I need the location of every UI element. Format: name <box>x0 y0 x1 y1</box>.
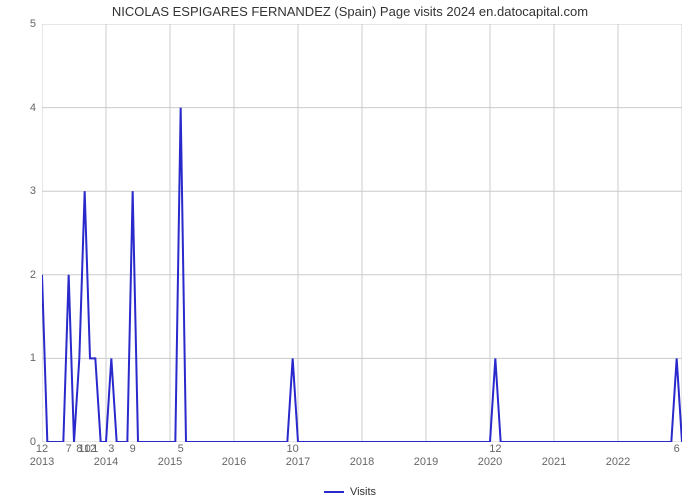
peak-label: 5 <box>178 443 184 455</box>
y-tick-label: 4 <box>6 102 36 114</box>
x-tick-label: 2021 <box>542 456 566 468</box>
x-tick-label: 2016 <box>222 456 246 468</box>
peak-label: 9 <box>130 443 136 455</box>
peak-label: 7 <box>66 443 72 455</box>
x-tick-label: 2017 <box>286 456 310 468</box>
y-tick-label: 2 <box>6 269 36 281</box>
y-tick-label: 0 <box>6 436 36 448</box>
x-tick-label: 2020 <box>478 456 502 468</box>
legend: Visits <box>0 486 700 498</box>
peak-label: 12 <box>36 443 48 455</box>
peak-label: 1 <box>92 443 98 455</box>
x-tick-label: 2013 <box>30 456 54 468</box>
peak-label: 3 <box>108 443 114 455</box>
x-tick-label: 2019 <box>414 456 438 468</box>
x-tick-label: 2018 <box>350 456 374 468</box>
y-tick-label: 5 <box>6 18 36 30</box>
x-tick-label: 2014 <box>94 456 118 468</box>
plot-area <box>42 24 682 442</box>
x-tick-label: 2022 <box>606 456 630 468</box>
x-tick-label: 2015 <box>158 456 182 468</box>
legend-swatch <box>324 491 344 493</box>
y-tick-label: 1 <box>6 352 36 364</box>
chart-title: NICOLAS ESPIGARES FERNANDEZ (Spain) Page… <box>0 4 700 19</box>
peak-label: 10 <box>287 443 299 455</box>
gridlines <box>42 24 682 442</box>
y-tick-label: 3 <box>6 185 36 197</box>
peak-label: 12 <box>489 443 501 455</box>
legend-label: Visits <box>350 486 376 498</box>
peak-label: 6 <box>674 443 680 455</box>
